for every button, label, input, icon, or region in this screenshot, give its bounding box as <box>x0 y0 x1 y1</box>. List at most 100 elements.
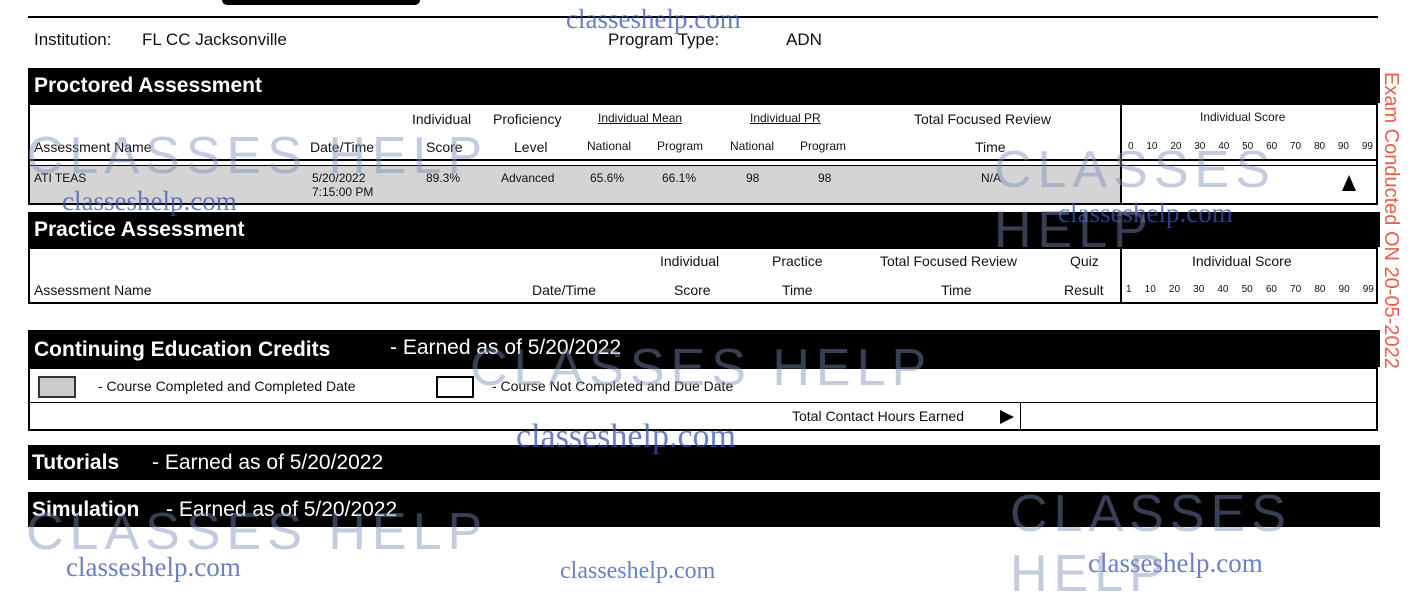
not-completed-swatch-icon <box>436 376 474 398</box>
watermark: CLASSES HELP <box>1010 485 1292 603</box>
col-review: Total Focused Review <box>914 111 1051 127</box>
scale-tick: 90 <box>1338 284 1350 295</box>
proctored-table: Assessment Name Date/Time Individual Sco… <box>28 103 1378 205</box>
section-title: Tutorials <box>32 451 120 474</box>
earned-date: - Earned as of 5/20/2022 <box>152 451 384 474</box>
score-marker-icon <box>1341 175 1356 191</box>
row-pr-national: 98 <box>746 171 760 185</box>
col-score-2: Score <box>426 139 463 155</box>
scale-tick: 40 <box>1217 284 1229 295</box>
col-datetime: Date/Time <box>532 282 597 298</box>
col-individual-mean: Individual Mean <box>598 111 683 125</box>
watermark: classeshelp.com <box>62 186 237 216</box>
result-row-bg <box>30 166 1120 203</box>
score-scale: 1 10 20 30 40 50 60 70 80 90 99 <box>1126 284 1374 295</box>
legend-completed: - Course Completed and Completed Date <box>98 378 356 394</box>
row-mean-program: 66.1% <box>662 171 697 185</box>
scale-tick: 60 <box>1265 284 1277 295</box>
col-mean-national: National <box>587 139 632 153</box>
watermark: classeshelp.com <box>560 558 716 584</box>
section-title: Proctored Assessment <box>34 74 262 97</box>
legend-not-completed: - Course Not Completed and Due Date <box>492 378 734 394</box>
scale-tick: 70 <box>1290 284 1302 295</box>
col-review-2: Time <box>941 282 972 298</box>
scale-tick: 50 <box>1241 284 1253 295</box>
watermark: CLASSES HELP <box>994 141 1276 259</box>
arrow-right-icon <box>1000 410 1014 424</box>
col-individual-score: Individual Score <box>1192 253 1292 269</box>
watermark: classeshelp.com <box>516 418 736 455</box>
col-score-2: Score <box>674 282 711 298</box>
exam-date-stamp: Exam Conducted ON 20-05-2022 <box>1380 72 1402 369</box>
section-title: Simulation <box>32 498 140 521</box>
col-pr-program: Program <box>800 139 847 153</box>
row-score: 89.3% <box>426 171 461 185</box>
scale-tick: 60 <box>1266 141 1278 152</box>
col-datetime: Date/Time <box>310 139 375 155</box>
col-individual-score: Individual Score <box>1200 110 1286 124</box>
total-contact-hours-label: Total Contact Hours Earned <box>792 408 964 424</box>
col-score: Individual <box>412 111 472 127</box>
scale-tick: 90 <box>1337 141 1349 152</box>
section-title: Continuing Education Credits <box>34 338 331 361</box>
tutorials-header: Tutorials - Earned as of 5/20/2022 <box>28 445 1380 480</box>
earned-date: - Earned as of 5/20/2022 <box>166 498 398 521</box>
scale-tick: 40 <box>1218 141 1230 152</box>
program-type-label: Program Type: <box>608 30 720 49</box>
scale-tick: 70 <box>1290 141 1302 152</box>
col-practice-time-2: Time <box>782 282 813 298</box>
top-tab <box>222 0 420 5</box>
institution-label: Institution: <box>34 30 112 49</box>
col-assessment-name: Assessment Name <box>34 139 152 155</box>
scale-tick: 20 <box>1168 284 1181 295</box>
watermark: CLASSES HELP <box>26 503 489 561</box>
scale-tick: 30 <box>1193 284 1205 295</box>
watermark: CLASSES HELP <box>470 339 933 397</box>
row-mean-national: 65.6% <box>590 171 625 185</box>
col-proficiency: Proficiency <box>493 111 562 127</box>
scale-tick: 10 <box>1144 284 1156 295</box>
col-review-2: Time <box>975 139 1006 155</box>
earned-date: - Earned as of 5/20/2022 <box>390 336 622 359</box>
col-quiz: Quiz <box>1070 253 1099 269</box>
ce-table: - Course Completed and Completed Date - … <box>28 367 1378 431</box>
row-pr-program: 98 <box>818 171 832 185</box>
scale-tick: 80 <box>1313 141 1326 152</box>
row-level: Advanced <box>501 171 555 185</box>
scale-tick: 99 <box>1361 141 1373 152</box>
top-rule <box>28 16 1378 18</box>
scale-tick: 30 <box>1194 141 1206 152</box>
scale-tick: 0 <box>1128 141 1134 152</box>
scale-tick: 10 <box>1146 141 1158 152</box>
practice-table: Assessment Name Date/Time Individual Sco… <box>28 247 1378 304</box>
col-review: Total Focused Review <box>880 253 1017 269</box>
col-proficiency-2: Level <box>514 139 548 155</box>
col-practice-time: Practice <box>772 253 823 269</box>
watermark: classeshelp.com <box>66 552 241 582</box>
row-assessment-name: ATI TEAS <box>34 171 87 185</box>
institution-value: FL CC Jacksonville <box>142 30 287 49</box>
scale-tick: 1 <box>1126 284 1132 295</box>
row-review-time: N/A <box>981 171 1002 185</box>
col-assessment-name: Assessment Name <box>34 282 152 298</box>
col-score: Individual <box>660 253 720 269</box>
scale-tick: 50 <box>1242 141 1254 152</box>
watermark: classeshelp.com <box>1058 198 1233 228</box>
scale-tick: 80 <box>1314 284 1326 295</box>
completed-swatch-icon <box>38 376 76 398</box>
row-time: 7:15:00 PM <box>312 185 374 199</box>
col-individual-pr: Individual PR <box>750 111 821 125</box>
program-type-value: ADN <box>786 30 822 49</box>
section-title: Practice Assessment <box>34 218 245 241</box>
score-scale: 0 10 20 30 40 50 60 70 80 90 99 <box>1128 141 1373 152</box>
row-date: 5/20/2022 <box>312 171 366 185</box>
simulation-header: Simulation - Earned as of 5/20/2022 <box>28 492 1380 527</box>
proctored-header: Proctored Assessment <box>28 68 1380 103</box>
scale-tick: 20 <box>1170 141 1182 152</box>
ce-header: Continuing Education Credits - Earned as … <box>28 330 1380 367</box>
watermark: classeshelp.com <box>1088 548 1263 578</box>
watermark: classeshelp.com <box>566 4 741 34</box>
scale-tick: 99 <box>1362 284 1374 295</box>
col-pr-national: National <box>730 139 775 153</box>
col-quiz-2: Result <box>1064 282 1104 298</box>
